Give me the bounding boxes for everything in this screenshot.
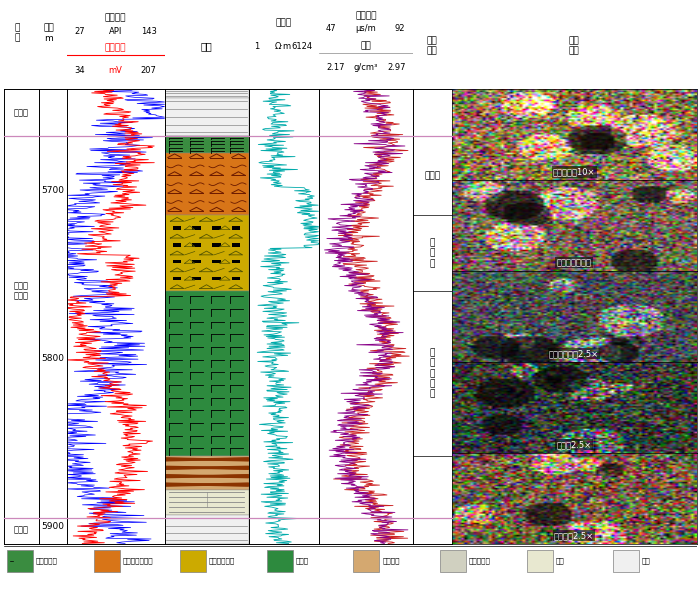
Text: 含凝灰角砾熔岩: 含凝灰角砾熔岩 <box>122 558 153 564</box>
Text: 207: 207 <box>141 66 157 75</box>
Text: Ω·m: Ω·m <box>275 42 292 50</box>
Bar <box>193 277 201 280</box>
Bar <box>164 489 248 515</box>
Bar <box>193 243 201 247</box>
Bar <box>440 549 466 572</box>
Text: 砂岩: 砂岩 <box>556 558 564 564</box>
Bar <box>164 291 248 456</box>
Text: g/cm³: g/cm³ <box>354 63 378 72</box>
Bar <box>7 549 33 572</box>
Text: 茅口组: 茅口组 <box>13 526 29 535</box>
Bar <box>164 456 248 489</box>
Text: 粒玄岩2.5×: 粒玄岩2.5× <box>556 440 592 449</box>
Bar <box>232 260 240 264</box>
Text: 深度
m: 深度 m <box>43 23 54 43</box>
Bar <box>164 136 248 153</box>
Text: 灰岩: 灰岩 <box>642 558 651 564</box>
Text: 火山
岩相: 火山 岩相 <box>568 36 580 56</box>
Text: 峨眉山
玄武岩: 峨眉山 玄武岩 <box>13 282 29 301</box>
Bar <box>267 549 293 572</box>
Text: 火
山
通
道
相: 火 山 通 道 相 <box>430 348 435 399</box>
Bar <box>232 226 240 230</box>
Bar <box>173 243 181 247</box>
Bar <box>164 515 248 544</box>
Text: 火山
岩相: 火山 岩相 <box>427 36 438 56</box>
Bar <box>193 226 201 230</box>
Text: 铝土质泥岩: 铝土质泥岩 <box>469 558 491 564</box>
Text: 92: 92 <box>395 24 405 33</box>
Bar <box>212 226 220 230</box>
Text: 灰质角砾熔岩2.5×: 灰质角砾熔岩2.5× <box>549 349 599 358</box>
Text: 自然伽马: 自然伽马 <box>105 13 126 23</box>
Bar <box>613 549 639 572</box>
Text: 1: 1 <box>254 42 260 50</box>
Text: API: API <box>108 27 122 36</box>
Text: 杏仁玄武岩: 杏仁玄武岩 <box>36 558 57 564</box>
Text: 5700: 5700 <box>41 185 64 195</box>
Bar <box>193 260 201 264</box>
Text: 自然电位: 自然电位 <box>105 43 126 52</box>
Bar <box>354 549 379 572</box>
Bar <box>232 277 240 280</box>
Text: 47: 47 <box>326 24 337 33</box>
Bar <box>173 260 181 264</box>
Text: 辉绿玢岩2.5×: 辉绿玢岩2.5× <box>554 531 594 540</box>
Bar <box>164 153 248 216</box>
Text: 34: 34 <box>74 66 85 75</box>
Bar <box>180 549 206 572</box>
Bar <box>526 549 553 572</box>
Text: mV: mV <box>108 66 122 75</box>
Text: 2.17: 2.17 <box>326 63 344 72</box>
Bar <box>173 277 181 280</box>
Text: 灰质角砾熔岩: 灰质角砾熔岩 <box>209 558 235 564</box>
Text: 含凝灰角砾熔岩: 含凝灰角砾熔岩 <box>556 258 592 267</box>
Text: 密度: 密度 <box>360 42 371 50</box>
Bar <box>232 243 240 247</box>
Bar <box>212 260 220 264</box>
Text: 6124: 6124 <box>292 42 313 50</box>
Bar <box>164 89 248 97</box>
Text: 爆
发
相: 爆 发 相 <box>430 238 435 268</box>
Bar <box>164 216 248 291</box>
Bar <box>173 226 181 230</box>
Text: 143: 143 <box>141 27 157 36</box>
Text: 层
位: 层 位 <box>15 23 20 43</box>
Text: 5900: 5900 <box>41 522 64 531</box>
Text: μs/m: μs/m <box>356 24 376 33</box>
Text: 灰绿玢岩: 灰绿玢岩 <box>382 558 400 564</box>
Bar <box>94 549 120 572</box>
Text: 声波时差: 声波时差 <box>355 12 377 21</box>
Text: 杏仁玄武岩10×: 杏仁玄武岩10× <box>553 168 595 176</box>
Text: 岩性: 岩性 <box>201 41 212 51</box>
Text: 电阻率: 电阻率 <box>275 18 292 27</box>
Text: 粒玄岩: 粒玄岩 <box>295 558 309 564</box>
Text: 2.97: 2.97 <box>387 63 405 72</box>
Text: 5800: 5800 <box>41 354 64 363</box>
Text: 27: 27 <box>74 27 85 36</box>
Bar <box>164 97 248 136</box>
Text: 龙潭组: 龙潭组 <box>13 108 29 117</box>
Text: 溢流相: 溢流相 <box>424 171 440 180</box>
Bar <box>212 277 220 280</box>
Bar <box>212 243 220 247</box>
